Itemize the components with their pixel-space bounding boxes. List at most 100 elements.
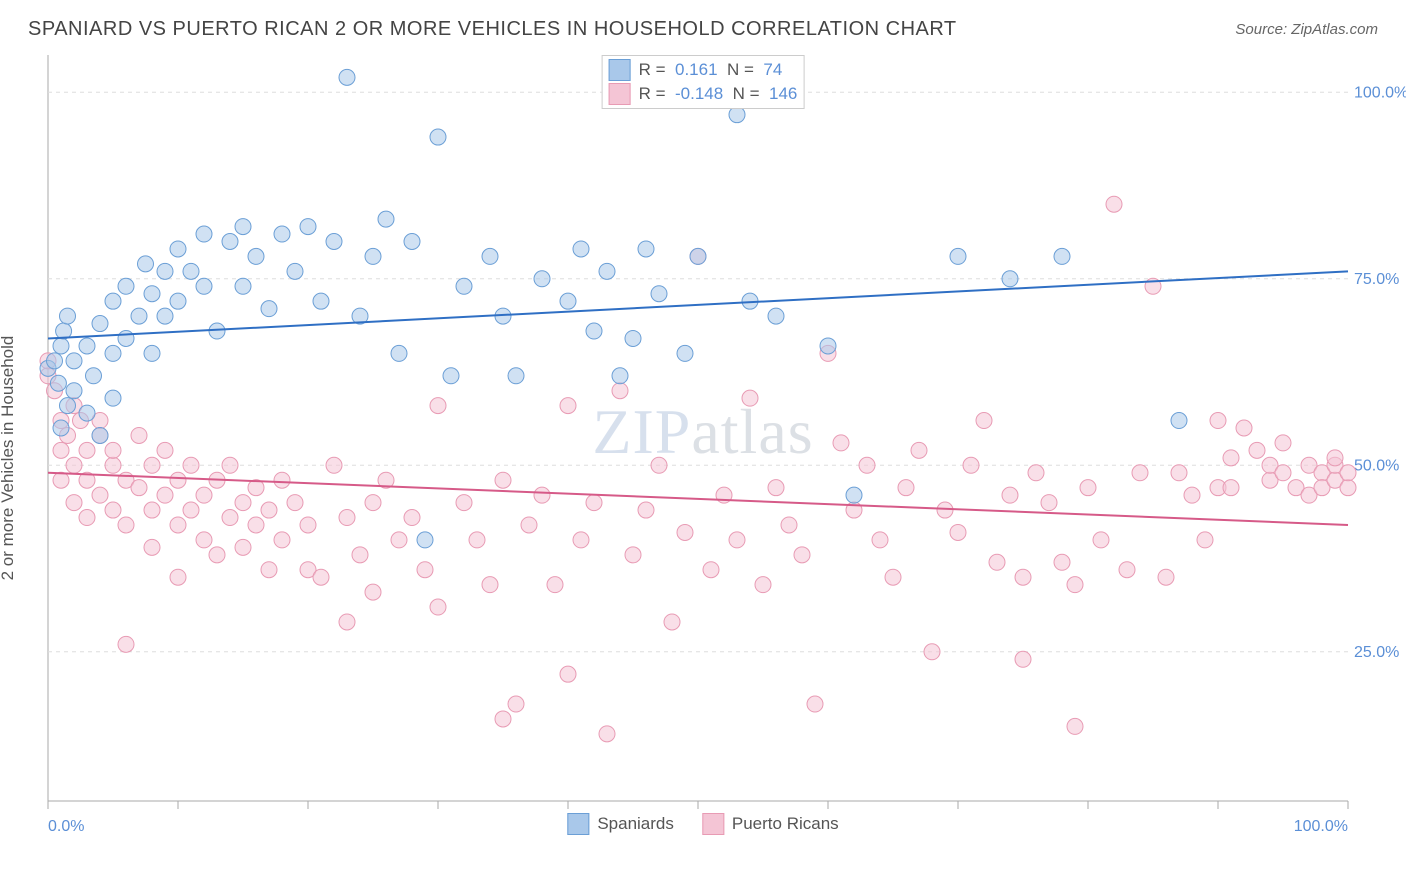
scatter-point bbox=[144, 502, 160, 518]
scatter-point bbox=[118, 330, 134, 346]
scatter-point bbox=[274, 532, 290, 548]
x-max-label: 100.0% bbox=[1294, 818, 1348, 835]
scatter-point bbox=[859, 457, 875, 473]
scatter-point bbox=[677, 524, 693, 540]
scatter-point bbox=[1028, 465, 1044, 481]
scatter-point bbox=[209, 547, 225, 563]
scatter-point bbox=[430, 599, 446, 615]
scatter-point bbox=[651, 457, 667, 473]
scatter-point bbox=[937, 502, 953, 518]
scatter-point bbox=[339, 510, 355, 526]
scatter-point bbox=[261, 301, 277, 317]
scatter-point bbox=[326, 457, 342, 473]
scatter-point bbox=[118, 636, 134, 652]
scatter-point bbox=[560, 666, 576, 682]
scatter-point bbox=[274, 472, 290, 488]
scatter-point bbox=[1106, 196, 1122, 212]
scatter-point bbox=[261, 502, 277, 518]
scatter-point bbox=[391, 532, 407, 548]
scatter-point bbox=[1223, 480, 1239, 496]
scatter-point bbox=[1041, 495, 1057, 511]
legend-stats: R = 0.161 N = 74 bbox=[639, 60, 783, 80]
y-grid-label: 75.0% bbox=[1354, 271, 1399, 288]
scatter-point bbox=[950, 524, 966, 540]
scatter-point bbox=[50, 375, 66, 391]
scatter-point bbox=[924, 644, 940, 660]
scatter-point bbox=[495, 711, 511, 727]
scatter-point bbox=[807, 696, 823, 712]
scatter-point bbox=[1119, 562, 1135, 578]
scatter-point bbox=[404, 234, 420, 250]
scatter-point bbox=[378, 211, 394, 227]
scatter-point bbox=[287, 495, 303, 511]
scatter-point bbox=[430, 129, 446, 145]
scatter-point bbox=[196, 487, 212, 503]
scatter-point bbox=[235, 278, 251, 294]
scatter-point bbox=[326, 234, 342, 250]
scatter-point bbox=[508, 368, 524, 384]
scatter-point bbox=[456, 495, 472, 511]
scatter-point bbox=[755, 577, 771, 593]
scatter-point bbox=[79, 510, 95, 526]
scatter-point bbox=[53, 338, 69, 354]
scatter-point bbox=[118, 278, 134, 294]
scatter-point bbox=[118, 517, 134, 533]
scatter-point bbox=[352, 547, 368, 563]
scatter-point bbox=[794, 547, 810, 563]
scatter-point bbox=[105, 442, 121, 458]
scatter-point bbox=[53, 420, 69, 436]
y-grid-label: 50.0% bbox=[1354, 457, 1399, 474]
scatter-point bbox=[1158, 569, 1174, 585]
scatter-point bbox=[391, 345, 407, 361]
scatter-point bbox=[170, 472, 186, 488]
scatter-point bbox=[638, 241, 654, 257]
scatter-point bbox=[846, 487, 862, 503]
scatter-point bbox=[60, 398, 76, 414]
scatter-point bbox=[170, 569, 186, 585]
scatter-point bbox=[92, 487, 108, 503]
scatter-point bbox=[495, 472, 511, 488]
legend-row: R = -0.148 N = 146 bbox=[609, 83, 798, 105]
scatter-point bbox=[86, 368, 102, 384]
scatter-point bbox=[898, 480, 914, 496]
scatter-point bbox=[105, 457, 121, 473]
scatter-point bbox=[47, 353, 63, 369]
scatter-point bbox=[1002, 271, 1018, 287]
scatter-point bbox=[105, 293, 121, 309]
chart-container: 2 or more Vehicles in Household 25.0%50.… bbox=[0, 53, 1406, 843]
scatter-point bbox=[53, 442, 69, 458]
scatter-point bbox=[547, 577, 563, 593]
scatter-point bbox=[1054, 248, 1070, 264]
scatter-point bbox=[157, 263, 173, 279]
scatter-point bbox=[170, 517, 186, 533]
scatter-point bbox=[456, 278, 472, 294]
scatter-point bbox=[612, 383, 628, 399]
scatter-point bbox=[729, 107, 745, 123]
source-prefix: Source: bbox=[1235, 21, 1291, 38]
scatter-point bbox=[1171, 465, 1187, 481]
scatter-point bbox=[222, 510, 238, 526]
scatter-point bbox=[404, 510, 420, 526]
scatter-point bbox=[482, 577, 498, 593]
scatter-point bbox=[781, 517, 797, 533]
scatter-point bbox=[66, 495, 82, 511]
scatter-point bbox=[105, 390, 121, 406]
scatter-point bbox=[222, 234, 238, 250]
source-link[interactable]: ZipAtlas.com bbox=[1291, 21, 1378, 38]
chart-title: SPANIARD VS PUERTO RICAN 2 OR MORE VEHIC… bbox=[28, 18, 957, 41]
scatter-point bbox=[729, 532, 745, 548]
scatter-point bbox=[92, 316, 108, 332]
scatter-point bbox=[60, 308, 76, 324]
scatter-point bbox=[105, 345, 121, 361]
scatter-point bbox=[170, 241, 186, 257]
scatter-point bbox=[625, 330, 641, 346]
scatter-point bbox=[339, 614, 355, 630]
y-grid-label: 100.0% bbox=[1354, 84, 1406, 101]
scatter-point bbox=[1015, 651, 1031, 667]
scatter-point bbox=[92, 427, 108, 443]
scatter-point bbox=[300, 219, 316, 235]
scatter-point bbox=[144, 286, 160, 302]
y-grid-label: 25.0% bbox=[1354, 644, 1399, 661]
scatter-point bbox=[417, 562, 433, 578]
scatter-point bbox=[365, 248, 381, 264]
